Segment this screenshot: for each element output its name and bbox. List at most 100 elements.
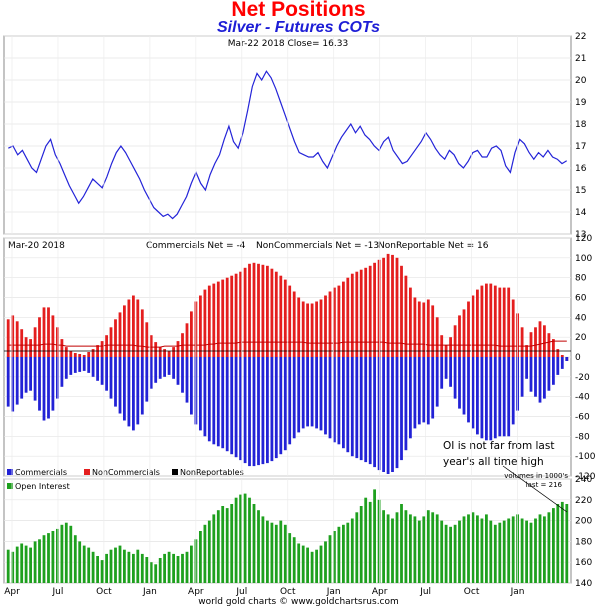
commercials-bar (431, 357, 435, 419)
commercials-bar (158, 357, 162, 379)
open-interest-bar (109, 549, 113, 583)
commercials-bar (391, 357, 394, 472)
commercials-bar (565, 357, 569, 361)
noncommercials-bar (203, 289, 207, 357)
open-interest-bar (319, 545, 323, 583)
net-positions-panel: -120 -100 -80 -60 -40 -20 0 20 40 60 80 100 120 Mar-… (3, 234, 596, 482)
open-interest-bar (203, 524, 207, 583)
noncommercials-bar (449, 337, 452, 357)
noncommercials-bar (78, 354, 82, 357)
commercials-bar (181, 357, 184, 393)
noncommercials-bar (346, 277, 350, 357)
commercials-bar (288, 357, 292, 445)
noncommercials-bar (190, 311, 193, 357)
open-interest-bar (185, 551, 189, 583)
noncommercials-bar (431, 305, 435, 357)
x-tick-label: Apr (188, 587, 204, 597)
noncommercials-bar (51, 315, 55, 357)
open-interest-bar (82, 545, 86, 583)
open-interest-bar (364, 497, 368, 583)
open-interest-bar (400, 504, 403, 583)
open-interest-bar (6, 549, 10, 583)
noncommercials-bar (274, 271, 278, 357)
noncommercials-bar (355, 271, 359, 357)
open-interest-bar (471, 512, 475, 583)
commercials-bar (270, 357, 274, 462)
commercials-bar (319, 357, 323, 431)
noncommercials-bar (333, 287, 336, 357)
open-interest-bar (409, 514, 412, 583)
commercials-bar (6, 357, 10, 407)
commercials-bar (100, 357, 104, 385)
open-interest-bar (560, 501, 564, 583)
x-axis: Apr Jul Oct Jan Apr Jul Oct Jan Apr Jul Oct Jan (4, 36, 524, 597)
price-tick-label: 17 (575, 142, 586, 152)
open-interest-bar (333, 531, 336, 583)
open-interest-bar (453, 524, 457, 583)
commercials-bar (47, 357, 50, 419)
price-tick-label: 19 (575, 98, 587, 108)
commercials-bar (24, 357, 28, 393)
open-interest-bar (239, 494, 242, 583)
noncommercials-bar (105, 335, 108, 357)
commercials-bar (266, 357, 269, 464)
noncommercials-bar (520, 327, 524, 358)
noncommercials-bar (185, 323, 189, 357)
noncommercials-bar (248, 263, 251, 357)
oi-tick-label: 220 (575, 496, 592, 506)
commercials-bar (413, 357, 417, 429)
x-tick-label: Oct (280, 587, 296, 597)
open-interest-bar (306, 547, 309, 583)
noncommercials-bar (324, 295, 327, 357)
open-interest-bar (172, 553, 175, 583)
price-tick-label: 15 (575, 186, 586, 196)
commercials-bar (547, 357, 551, 391)
commercials-bar (154, 357, 158, 383)
open-interest-bar (368, 501, 372, 583)
commercials-bar (346, 357, 350, 453)
noncommercials-bar (404, 275, 408, 357)
noncommercials-bar (136, 299, 140, 357)
commercials-bar (333, 357, 336, 443)
noncommercials-bar (123, 305, 126, 357)
oi-y-axis: 140 160 180 200 220 240 (575, 475, 592, 589)
commercials-bar (283, 357, 287, 451)
x-tick-label: Jan (326, 587, 341, 597)
open-interest-bar (96, 556, 99, 583)
open-interest-bar (292, 537, 296, 583)
commercials-bar (212, 357, 216, 445)
open-interest-bar (556, 504, 560, 583)
open-interest-bar (105, 553, 108, 583)
commercials-bar (350, 357, 354, 457)
open-interest-bar (136, 549, 140, 583)
commercials-bar (301, 357, 305, 429)
open-interest-bar (444, 524, 448, 583)
annotation-arrow (502, 465, 568, 513)
open-interest-bar (520, 518, 524, 583)
open-interest-bar (127, 551, 131, 583)
noncommercials-bar (20, 329, 24, 357)
noncommercials-bar (364, 267, 368, 358)
noncommercials-bar (270, 268, 274, 357)
noncommercials-bar (417, 301, 421, 357)
open-interest-bar (149, 562, 153, 583)
commercials-bar (109, 357, 113, 399)
commercials-bar (51, 357, 55, 411)
commercials-bar (145, 357, 149, 402)
oi-bars (6, 489, 569, 583)
noncommercials-bar (257, 263, 260, 357)
commercials-bar (29, 357, 32, 391)
noncommercials-bar (33, 327, 37, 358)
open-interest-bar (404, 510, 408, 583)
x-tick-label: Oct (96, 587, 112, 597)
open-interest-bar (511, 516, 515, 583)
annotation-line-2: year's all time high (443, 456, 544, 468)
commercials-bar (105, 357, 108, 391)
commercials-bar (185, 357, 189, 403)
noncommercials-bar (342, 281, 345, 357)
oi-tick-label: 200 (575, 517, 592, 527)
noncommercials-bar (230, 275, 234, 357)
commercials-bar (471, 357, 475, 429)
open-interest-bar (435, 514, 439, 583)
